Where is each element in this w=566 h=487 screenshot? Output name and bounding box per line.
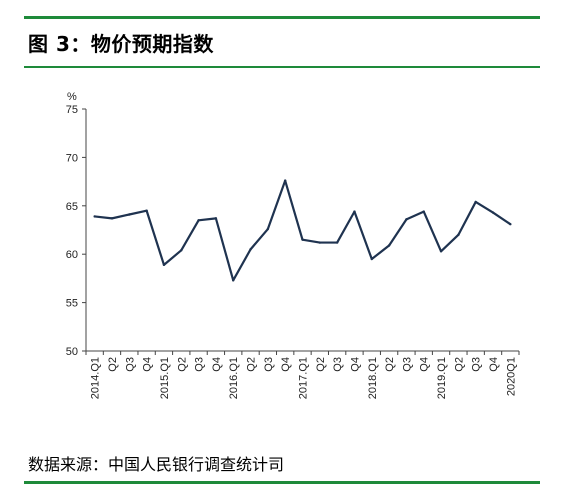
y-axis-label: % — [67, 91, 77, 103]
data-point — [301, 238, 304, 241]
top-rule — [24, 16, 540, 19]
x-tick-label: Q4 — [280, 357, 292, 372]
x-tick-label: 2019.Q1 — [436, 357, 448, 399]
data-point — [197, 219, 200, 222]
x-tick-label: Q3 — [401, 357, 413, 372]
data-point — [128, 213, 131, 216]
y-tick-label: 75 — [66, 104, 78, 116]
x-tick-label: 2020Q1 — [505, 357, 517, 396]
data-point — [266, 227, 270, 231]
data-point — [370, 257, 373, 261]
x-tick-label: Q2 — [107, 357, 119, 372]
x-tick-label: Q4 — [211, 357, 223, 372]
y-ticks: 50 55 60 65 70 75 — [66, 104, 86, 358]
y-tick-label: 55 — [66, 298, 78, 310]
y-tick-label: 65 — [66, 201, 78, 213]
x-tick-label: Q2 — [176, 357, 188, 372]
data-point — [405, 218, 408, 221]
x-tick-label: Q3 — [124, 357, 136, 372]
x-tick-label: 2016.Q1 — [228, 357, 240, 399]
data-point — [474, 200, 477, 204]
series-line — [94, 179, 511, 282]
x-tick-label: Q4 — [349, 357, 361, 372]
x-tick-label: Q2 — [246, 357, 258, 372]
data-point — [439, 250, 443, 253]
data-point — [387, 244, 391, 247]
chart-title: 图 3：物价预期指数 — [28, 32, 214, 56]
data-point — [457, 233, 460, 237]
x-tick-label: 2017.Q1 — [298, 357, 310, 399]
x-tick-label: Q3 — [194, 357, 206, 372]
y-tick-label: 60 — [66, 249, 78, 261]
source-note: 数据来源：中国人民银行调查统计司 — [28, 455, 285, 474]
data-point — [249, 248, 252, 251]
x-tick-label: Q2 — [315, 357, 327, 372]
title-rule — [24, 66, 540, 68]
data-point — [110, 217, 114, 220]
x-ticks: 2014.Q1 Q2 Q3 Q4 2015.Q1 Q2 Q3 Q4 2016.Q1 Q2 Q3 Q4 2… — [85, 351, 520, 399]
x-tick-label: 2014.Q1 — [90, 357, 102, 399]
data-point — [318, 241, 322, 244]
data-point — [422, 210, 425, 213]
x-tick-label: Q4 — [142, 357, 154, 372]
data-point — [283, 179, 287, 182]
bottom-rule — [24, 481, 540, 484]
x-tick-label: Q3 — [263, 357, 275, 372]
x-tick-label: Q4 — [488, 357, 500, 372]
x-tick-label: 2018.Q1 — [367, 357, 379, 399]
data-point — [162, 263, 166, 267]
data-point — [353, 210, 356, 213]
data-point — [509, 222, 512, 226]
data-point — [491, 211, 495, 214]
data-point — [232, 279, 235, 282]
data-point — [145, 209, 148, 212]
x-tick-label: Q4 — [419, 357, 431, 372]
x-tick-label: Q3 — [471, 357, 483, 372]
x-tick-label: 2015.Q1 — [159, 357, 171, 399]
data-point — [180, 249, 183, 252]
y-tick-label: 50 — [66, 346, 78, 358]
y-tick-label: 70 — [66, 152, 78, 164]
data-point — [214, 217, 218, 220]
data-point — [93, 215, 96, 218]
axes — [85, 109, 519, 352]
x-tick-label: Q2 — [384, 357, 396, 372]
x-tick-label: Q3 — [332, 357, 344, 372]
x-tick-label: Q2 — [453, 357, 465, 372]
data-point — [335, 241, 339, 244]
